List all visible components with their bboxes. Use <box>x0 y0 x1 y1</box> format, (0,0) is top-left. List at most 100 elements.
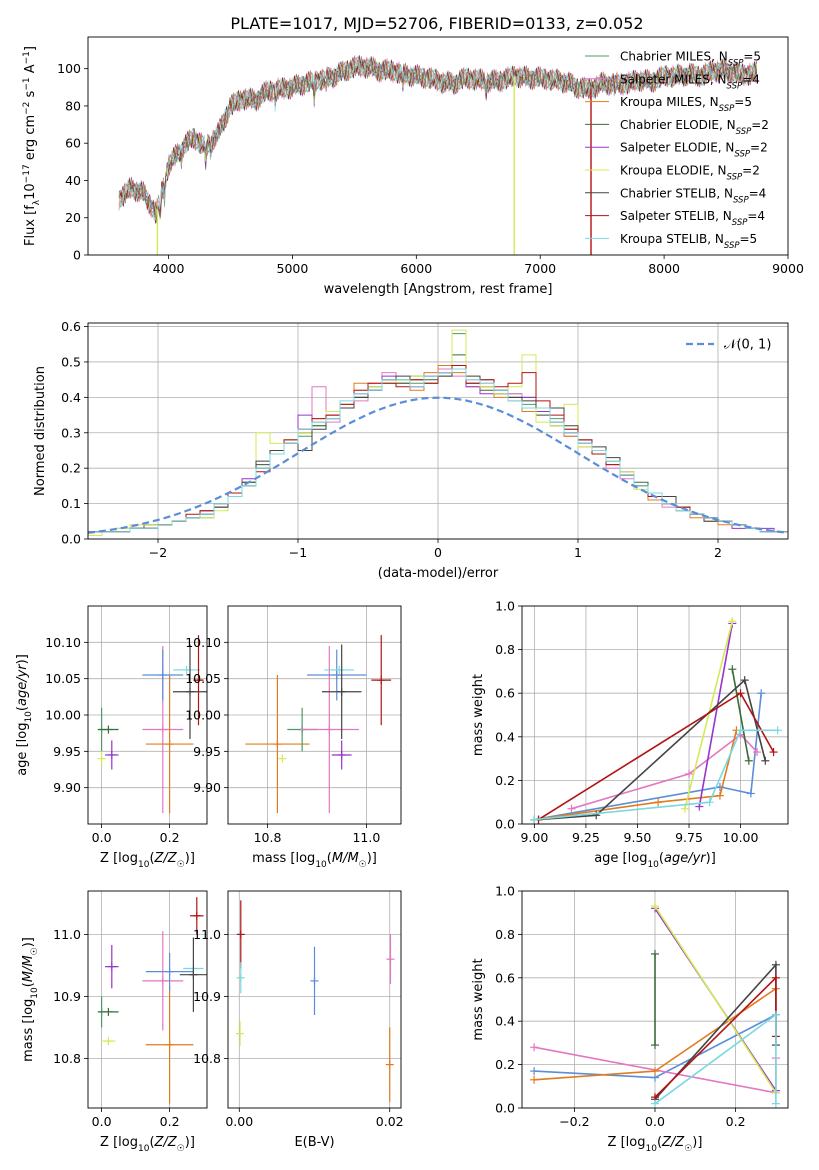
axes-weight_vs_age: 9.00 9.25 9.50 9.75 10.00 0.0 0.2 0.4 0.6 0.8 1.0 <box>495 599 788 845</box>
legend-label: 𝒩(0, 1) <box>724 338 771 353</box>
legend-count: =4 <box>749 186 767 200</box>
legend-label: Kroupa STELIB, NSSP=5 <box>620 232 757 251</box>
legend-series-name: Kroupa ELODIE, N <box>620 164 727 178</box>
x-tick-label: 9.50 <box>624 830 652 845</box>
x-tick-label: 10.8 <box>254 830 282 845</box>
legend-subscript: SSP <box>727 173 743 183</box>
weight-path <box>534 729 778 821</box>
weight-path <box>731 669 750 761</box>
y-axis-label-part: ☉ <box>30 947 40 955</box>
x-tick-label: 0.02 <box>376 1114 404 1129</box>
y-tick-label: 0.2 <box>495 1057 515 1072</box>
y-tick-label: 0.4 <box>495 1014 515 1029</box>
errorbar-point <box>385 1027 394 1102</box>
errorbar-point <box>179 937 207 1012</box>
weight-path <box>698 623 734 807</box>
errorbar-point <box>173 665 201 674</box>
y-tick-label: 1.0 <box>495 884 515 899</box>
x-axis-label-part: Z/Z <box>661 1135 685 1150</box>
errorbar-point <box>145 675 194 814</box>
errorbar-point <box>236 900 245 969</box>
x-axis-label: (data-model)/error <box>378 566 499 581</box>
weight-path <box>684 621 734 809</box>
y-axis-label-part: −17 <box>22 164 32 183</box>
y-axis-label: age [log10(age/yr)] <box>15 654 34 776</box>
legend-series-name: Chabrier MILES, N <box>620 50 728 64</box>
x-axis-label-part: )] <box>367 851 377 866</box>
errorbar-point <box>98 725 119 734</box>
errorbar-point <box>245 675 310 814</box>
x-axis-label-part: ☉ <box>177 860 185 870</box>
legend-series-name: Salpeter ELODIE, N <box>620 141 734 155</box>
x-axis-label-part: 10 <box>645 1144 657 1154</box>
figure-title: PLATE=1017, MJD=52706, FIBERID=0133, z=0… <box>230 14 643 33</box>
x-axis-label-part: ( <box>149 1135 154 1150</box>
legend-label: Salpeter MILES, NSSP=4 <box>620 72 760 91</box>
axes-frame <box>521 605 789 825</box>
y-axis-label-part: A <box>23 64 38 77</box>
errorbar-points <box>245 635 392 814</box>
residual-histograms <box>87 329 789 539</box>
x-tick-label: −2 <box>149 545 167 560</box>
x-axis-label-part: Z/Z <box>154 851 178 866</box>
legend-label: Salpeter ELODIE, NSSP=2 <box>620 141 768 160</box>
spectrum-line <box>118 55 758 223</box>
legend-series-name: Kroupa MILES, N <box>620 95 719 109</box>
legend-subscript: SSP <box>728 59 744 69</box>
y-tick-label: 0.8 <box>495 642 515 657</box>
y-axis-label: mass [log10(M/M☉)] <box>21 937 40 1062</box>
y-tick-label: 9.95 <box>53 744 81 759</box>
y-axis-label-part: age/yr <box>15 663 30 706</box>
y-tick-label: 0.3 <box>61 425 81 440</box>
legend-label: Kroupa MILES, NSSP=5 <box>620 95 752 114</box>
y-tick-label: 0.0 <box>61 532 81 547</box>
y-axis-label-part: ( <box>21 982 36 987</box>
errorbar-point <box>321 644 362 739</box>
weight-line <box>728 665 753 765</box>
y-tick-label: 40 <box>65 173 81 188</box>
weight-path <box>534 693 762 821</box>
y-tick-label: 10.05 <box>185 671 221 686</box>
x-axis-label-part: ☉ <box>684 1144 692 1154</box>
x-axis-label: Z [log10(Z/Z☉)] <box>100 1135 195 1154</box>
x-axis-label: Z [log10(Z/Z☉)] <box>100 851 195 870</box>
y-tick-label: 10.10 <box>45 635 81 650</box>
errorbar-point <box>386 934 395 984</box>
y-axis-label-part: ] <box>23 46 38 51</box>
x-tick-label: −0.2 <box>559 1114 589 1129</box>
legend-count: =5 <box>740 232 758 246</box>
y-axis-label-part: ( <box>15 706 30 711</box>
errorbar-point <box>142 649 184 701</box>
y-tick-label: 11.0 <box>53 927 81 942</box>
y-tick-label: 9.95 <box>193 744 221 759</box>
errorbar-point <box>299 645 359 814</box>
x-tick-label: 10.00 <box>723 830 759 845</box>
x-axis-label: age [log10(age/yr)] <box>594 851 716 870</box>
x-axis-label-part: )] <box>706 851 716 866</box>
weight-line <box>534 676 770 824</box>
x-axis-label-part: 10 <box>315 860 327 870</box>
y-tick-label: 0.6 <box>495 686 515 701</box>
x-axis-label-part: ( <box>327 851 332 866</box>
weight-series <box>530 617 782 824</box>
x-tick-label: 8000 <box>648 261 680 276</box>
x-axis-label-part: )] <box>692 1135 702 1150</box>
errorbar-point <box>142 931 184 1031</box>
legend-count: =2 <box>742 164 760 178</box>
x-axis-label-part: ( <box>149 851 154 866</box>
x-axis-label-part: Z [log <box>608 1135 646 1150</box>
y-tick-label: 10.00 <box>185 708 221 723</box>
weight-line <box>651 1010 780 1108</box>
x-tick-label: 9000 <box>772 261 804 276</box>
legend-series-name: Chabrier STELIB, N <box>620 186 733 200</box>
legend-count: =5 <box>743 50 761 64</box>
y-tick-label: 1.0 <box>495 599 515 614</box>
errorbar-point <box>331 740 352 770</box>
residual-legend: 𝒩(0, 1) <box>686 338 771 353</box>
weight-path <box>534 730 738 821</box>
x-tick-label: 2 <box>714 545 722 560</box>
y-tick-label: 10.9 <box>53 989 81 1004</box>
x-axis-label-part: 10 <box>647 860 659 870</box>
errorbar-point <box>190 897 204 935</box>
